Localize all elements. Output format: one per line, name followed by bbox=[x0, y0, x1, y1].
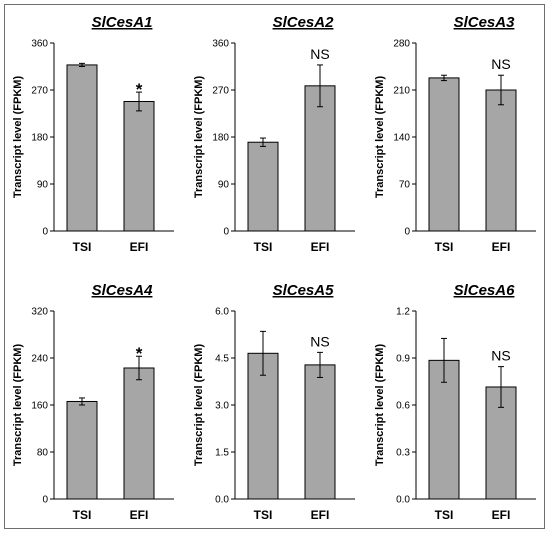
y-tick-label: 1.5 bbox=[215, 448, 229, 459]
category-label: TSI bbox=[435, 508, 454, 522]
y-tick-label: 0.9 bbox=[396, 354, 410, 365]
category-label: EFI bbox=[492, 240, 511, 254]
y-tick-label: 210 bbox=[393, 86, 410, 97]
y-tick-label: 0 bbox=[223, 227, 229, 238]
y-tick-label: 180 bbox=[212, 133, 229, 144]
significance-label: * bbox=[136, 344, 143, 363]
bar-tsi bbox=[66, 64, 98, 232]
category-label: TSI bbox=[73, 508, 92, 522]
y-axis-label: Transcript level (FPKM) bbox=[193, 344, 205, 467]
y-tick-label: 0.6 bbox=[396, 401, 410, 412]
category-label: TSI bbox=[435, 240, 454, 254]
y-tick-label: 180 bbox=[31, 133, 48, 144]
y-tick-label: 360 bbox=[212, 39, 229, 50]
y-tick-label: 160 bbox=[31, 401, 48, 412]
y-axis-label: Transcript level (FPKM) bbox=[374, 344, 386, 467]
y-tick-label: 240 bbox=[31, 354, 48, 365]
significance-label: NS bbox=[310, 46, 329, 62]
y-tick-label: 1.2 bbox=[396, 307, 410, 318]
significance-label: * bbox=[136, 80, 143, 99]
bar-tsi bbox=[428, 77, 460, 232]
y-tick-label: 90 bbox=[218, 180, 230, 191]
bar-tsi bbox=[247, 141, 279, 232]
bar-efi bbox=[123, 367, 155, 500]
y-tick-label: 0 bbox=[42, 227, 48, 238]
y-tick-label: 0 bbox=[42, 495, 48, 506]
bar-tsi bbox=[66, 400, 98, 500]
category-label: EFI bbox=[311, 508, 330, 522]
category-label: EFI bbox=[311, 240, 330, 254]
chart-title: SlCesA6 bbox=[454, 282, 516, 299]
y-tick-label: 140 bbox=[393, 133, 410, 144]
significance-label: NS bbox=[491, 348, 510, 364]
y-tick-label: 360 bbox=[31, 39, 48, 50]
chart-panel-6: SlCesA6 Transcript level (FPKM) 0.0 0.3 0.6 0… bbox=[374, 282, 536, 522]
category-label: EFI bbox=[130, 240, 149, 254]
y-tick-label: 6.0 bbox=[215, 307, 229, 318]
bar-efi bbox=[304, 85, 336, 232]
bar-efi bbox=[485, 89, 517, 232]
y-tick-label: 90 bbox=[37, 180, 49, 191]
y-tick-label: 280 bbox=[393, 39, 410, 50]
y-axis-label: Transcript level (FPKM) bbox=[12, 76, 24, 199]
y-tick-label: 70 bbox=[399, 180, 411, 191]
significance-label: NS bbox=[491, 56, 510, 72]
figure-canvas: SlCesA1 Transcript level (FPKM) 0 90 180 270 3… bbox=[12, 14, 536, 522]
y-tick-label: 0.0 bbox=[396, 495, 410, 506]
y-tick-label: 3.0 bbox=[215, 401, 229, 412]
significance-label: NS bbox=[310, 333, 329, 349]
chart-panel-3: SlCesA3 Transcript level (FPKM) 0 70 140 210 2… bbox=[374, 14, 536, 254]
y-tick-label: 270 bbox=[212, 86, 229, 97]
category-label: TSI bbox=[254, 240, 273, 254]
bar-tsi bbox=[428, 359, 460, 500]
y-axis-label: Transcript level (FPKM) bbox=[12, 344, 24, 467]
chart-title: SlCesA5 bbox=[273, 282, 335, 299]
chart-panel-2: SlCesA2 Transcript level (FPKM) 0 90 180 270 3… bbox=[193, 14, 355, 254]
chart-title: SlCesA1 bbox=[92, 14, 153, 31]
category-label: TSI bbox=[254, 508, 273, 522]
y-tick-label: 0.3 bbox=[396, 448, 410, 459]
category-label: EFI bbox=[130, 508, 149, 522]
chart-panel-1: SlCesA1 Transcript level (FPKM) 0 90 180 270 3… bbox=[12, 14, 174, 254]
category-label: TSI bbox=[73, 240, 92, 254]
y-tick-label: 0 bbox=[404, 227, 410, 238]
y-tick-label: 80 bbox=[37, 448, 49, 459]
bar-tsi bbox=[247, 352, 279, 500]
bar-efi bbox=[304, 364, 336, 500]
y-axis-label: Transcript level (FPKM) bbox=[374, 76, 386, 199]
chart-panel-4: SlCesA4 Transcript level (FPKM) 0 80 160 240 3… bbox=[12, 282, 174, 522]
chart-title: SlCesA3 bbox=[454, 14, 516, 31]
chart-title: SlCesA4 bbox=[92, 282, 154, 299]
category-label: EFI bbox=[492, 508, 511, 522]
chart-title: SlCesA2 bbox=[273, 14, 335, 31]
y-tick-label: 4.5 bbox=[215, 354, 229, 365]
figure-frame: SlCesA1 Transcript level (FPKM) 0 90 180 270 3… bbox=[4, 4, 545, 529]
y-tick-label: 270 bbox=[31, 86, 48, 97]
chart-panel-5: SlCesA5 Transcript level (FPKM) 0.0 1.5 3.0 4… bbox=[193, 282, 355, 522]
y-axis-label: Transcript level (FPKM) bbox=[193, 76, 205, 199]
y-tick-label: 320 bbox=[31, 307, 48, 318]
bar-efi bbox=[123, 100, 155, 232]
y-tick-label: 0.0 bbox=[215, 495, 229, 506]
